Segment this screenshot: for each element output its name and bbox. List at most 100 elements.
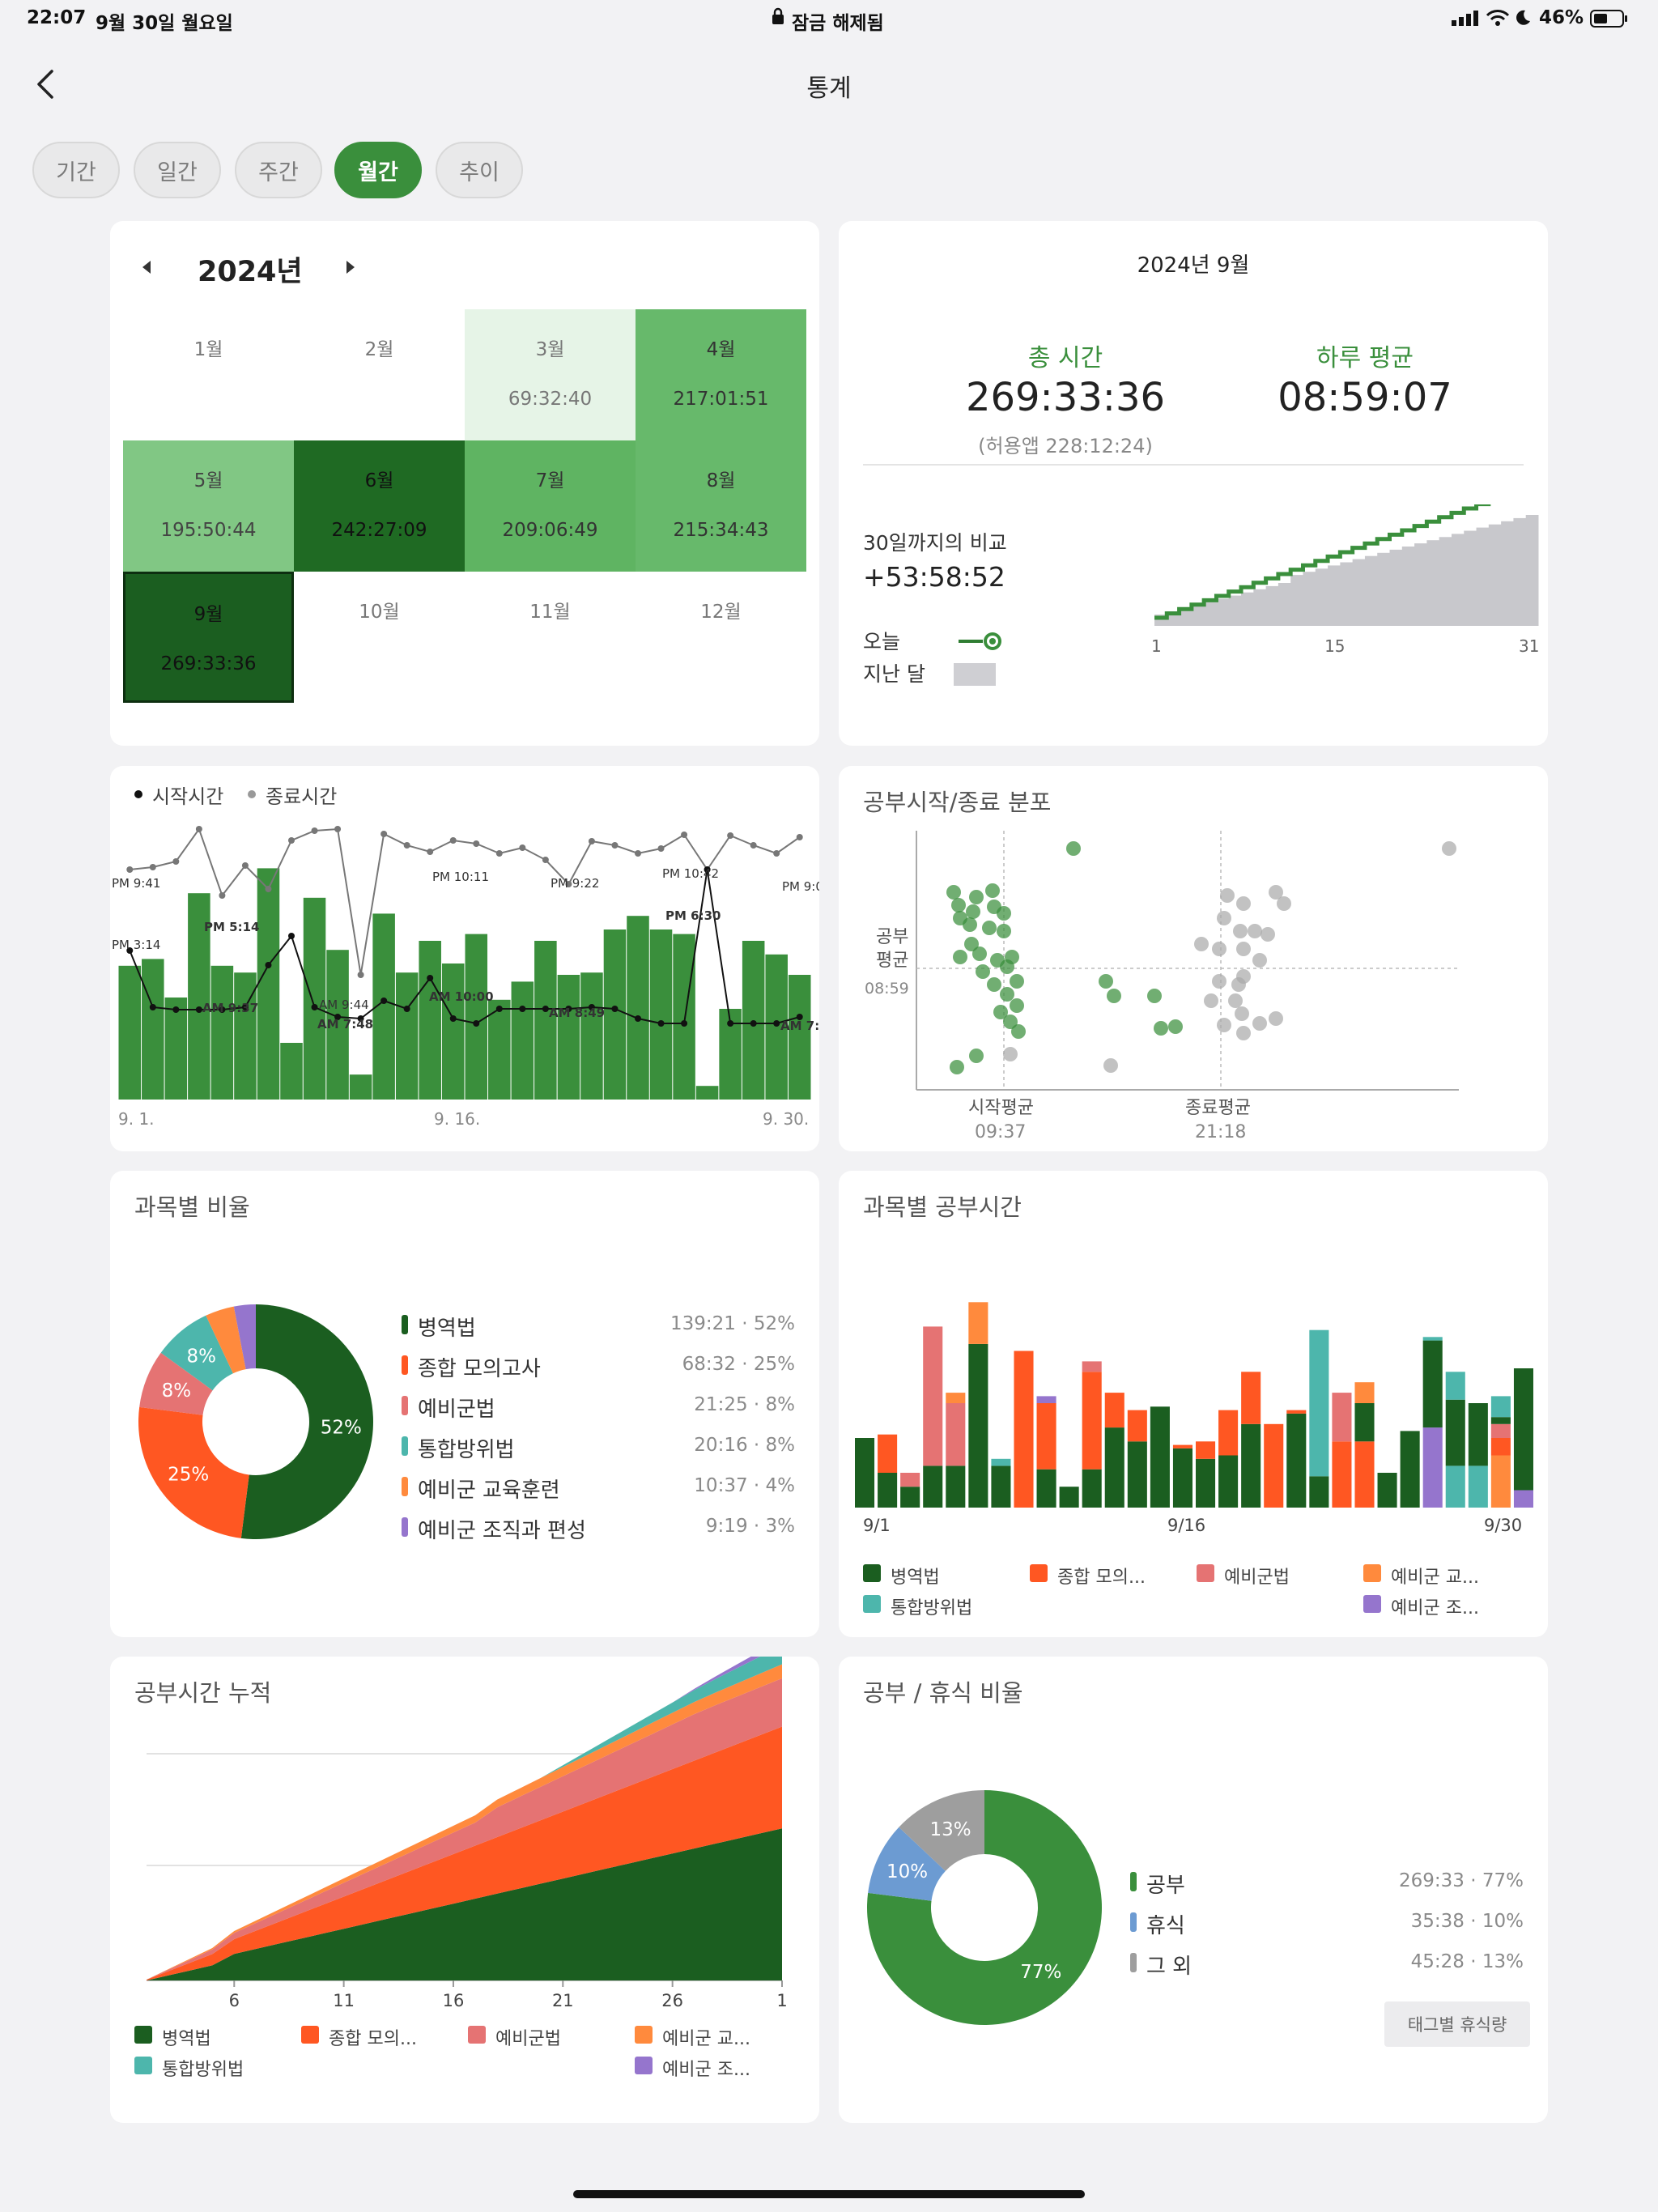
start-time-point	[219, 1006, 226, 1013]
prev-year-button[interactable]	[138, 257, 157, 278]
study-bar	[765, 954, 788, 1100]
end-time-point	[1269, 885, 1283, 900]
calendar-month-jun[interactable]: 6월 242:27:09	[294, 440, 465, 572]
end-time-point	[265, 886, 272, 892]
study-bar	[465, 934, 488, 1100]
stacked-bar-segment	[1036, 1403, 1056, 1470]
stacked-bar-segment	[1082, 1361, 1102, 1372]
legend-value: 269:33 · 77%	[1399, 1870, 1524, 1891]
distribution-card: 공부시작/종료 분포 공부 평균 08:59 시작평균 09:37 종료평균 2…	[839, 766, 1548, 1151]
stacked-bar-segment	[946, 1403, 966, 1466]
chevron-left-icon	[37, 70, 53, 99]
x-label-end: 9/30	[1484, 1516, 1523, 1535]
donut-slice	[233, 1304, 256, 1370]
calendar-month-jan[interactable]: 1월	[123, 309, 294, 440]
legend-name: 예비군 교육훈련	[418, 1478, 560, 1503]
legend-color-bar	[402, 1436, 408, 1456]
total-time-label: 총 시간	[1027, 344, 1103, 372]
stacked-bar-segment	[1082, 1469, 1102, 1508]
tab-monthly[interactable]: 월간	[334, 142, 422, 198]
study-bar	[303, 897, 326, 1100]
legend-swatch	[1197, 1564, 1214, 1582]
calendar-month-aug[interactable]: 8월 215:34:43	[636, 440, 806, 572]
calendar-month-may[interactable]: 5월 195:50:44	[123, 440, 294, 572]
legend-name: 휴식	[1146, 1914, 1185, 1938]
last-month-bar	[1439, 537, 1452, 626]
stacked-bar-segment	[1172, 1444, 1192, 1448]
legend-swatch	[134, 2026, 152, 2044]
start-time-point	[997, 906, 1011, 921]
legend-name: 예비군 조직과 편성	[418, 1519, 586, 1543]
x-label-mid: 9. 16.	[434, 1109, 481, 1129]
time-annotation: AM 9:37	[202, 1001, 258, 1015]
legend-value: 21:25 · 8%	[694, 1394, 795, 1415]
legend-name: 예비군법	[418, 1397, 495, 1422]
legend-item: 병역법	[891, 1568, 940, 1588]
study-bar	[695, 1086, 719, 1100]
calendar-month-apr[interactable]: 4월 217:01:51	[636, 309, 806, 440]
stacked-bar-segment	[946, 1393, 966, 1403]
start-time-point	[704, 866, 711, 873]
time-annotation: PM 10:42	[662, 866, 719, 881]
stacked-bar-segment	[1218, 1455, 1239, 1508]
start-time-point	[976, 964, 990, 979]
stacked-bar-segment	[1445, 1372, 1465, 1400]
tab-daily[interactable]: 일간	[134, 142, 221, 198]
end-time-point	[1217, 1018, 1231, 1032]
month-label: 9월	[193, 604, 223, 625]
last-month-bar	[1426, 540, 1440, 626]
rest-by-tag-button[interactable]: 태그별 휴식량	[1384, 2001, 1530, 2047]
legend-swatch	[635, 2026, 653, 2044]
stacked-bar-segment	[1377, 1473, 1397, 1508]
last-month-bar	[1191, 605, 1205, 626]
last-month-bar	[1401, 547, 1415, 626]
start-time-point	[950, 1060, 964, 1074]
time-annotation: AM 8:49	[549, 1006, 605, 1020]
end-time-point	[357, 972, 364, 978]
calendar-month-jul[interactable]: 7월 209:06:49	[465, 440, 636, 572]
axis-label: 1	[1151, 636, 1162, 656]
legend-name: 그 외	[1146, 1955, 1192, 1979]
stacked-bar-segment	[1036, 1469, 1056, 1508]
study-bar	[649, 929, 673, 1100]
next-year-button[interactable]	[340, 257, 359, 278]
start-time-point	[1147, 989, 1162, 1003]
home-indicator[interactable]	[573, 2190, 1085, 2198]
month-label: 8월	[706, 470, 736, 491]
start-time-point	[985, 883, 1000, 898]
slice-label: 10%	[886, 1861, 928, 1882]
start-time-point	[969, 1049, 984, 1063]
start-time-point	[963, 917, 977, 932]
last-month-bar	[1340, 562, 1354, 626]
calendar-month-feb[interactable]: 2월	[294, 309, 465, 440]
stacked-bar-segment	[1513, 1490, 1533, 1508]
end-time-point	[657, 845, 665, 852]
tab-weekly[interactable]: 주간	[235, 142, 322, 198]
legend-end-dot	[248, 790, 256, 798]
start-time-point	[519, 1006, 526, 1012]
last-month-bar	[1278, 583, 1291, 626]
back-button[interactable]	[29, 66, 62, 102]
legend-swatch	[468, 2026, 486, 2044]
tab-trend[interactable]: 추이	[436, 142, 523, 198]
cumulative-chart: 6 11 16 21 26 1	[147, 1657, 788, 2010]
study-bar	[441, 963, 465, 1100]
legend-color-bar	[402, 1315, 408, 1334]
x-tick-label: 1	[776, 1991, 787, 2010]
study-bar	[627, 916, 649, 1100]
study-bar	[188, 893, 210, 1100]
calendar-month-dec[interactable]: 12월	[636, 572, 806, 703]
start-time-point	[403, 1006, 410, 1012]
calendar-month-mar[interactable]: 3월 69:32:40	[465, 309, 636, 440]
last-month-bar	[1451, 534, 1465, 626]
study-bar	[326, 950, 349, 1100]
tab-period[interactable]: 기간	[32, 142, 120, 198]
calendar-month-sep[interactable]: 9월 269:33:36	[123, 572, 294, 703]
calendar-month-nov[interactable]: 11월	[465, 572, 636, 703]
legend-name: 통합방위법	[418, 1438, 515, 1462]
month-label: 1월	[193, 339, 223, 360]
axis-label: 31	[1519, 636, 1539, 656]
stacked-bar-segment	[900, 1487, 920, 1508]
donut-slice	[867, 1790, 1102, 2025]
calendar-month-oct[interactable]: 10월	[294, 572, 465, 703]
